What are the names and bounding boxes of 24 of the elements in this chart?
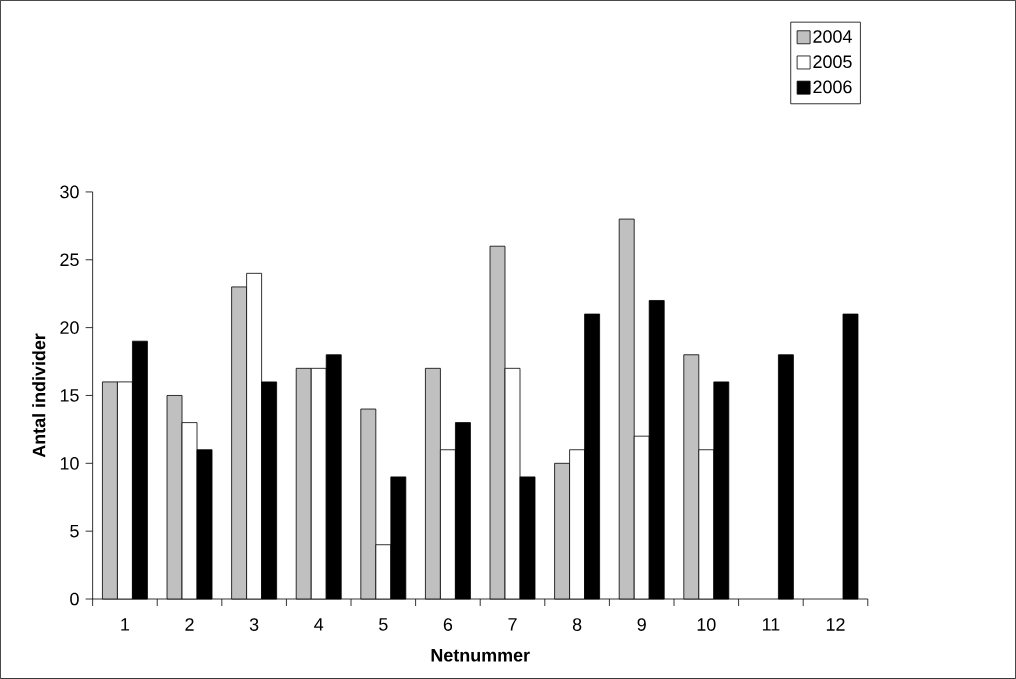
- x-tick-label: 2: [185, 618, 194, 631]
- x-axis-title: Netnummer: [431, 649, 530, 662]
- y-tick-label: 20: [60, 321, 79, 334]
- legend-label: 2006: [813, 80, 852, 94]
- y-tick-label: 10: [60, 456, 79, 470]
- y-tick-label: 25: [60, 253, 79, 267]
- x-tick-label: 5: [379, 618, 388, 631]
- x-tick-label: 9: [637, 618, 646, 631]
- x-tick-label: 6: [443, 618, 453, 631]
- x-tick-label: 10: [697, 618, 716, 631]
- legend-label: 2005: [813, 55, 852, 69]
- x-tick-label: 3: [249, 618, 259, 631]
- y-axis-title: Antal individer: [32, 333, 46, 458]
- x-tick-label: 11: [762, 618, 780, 631]
- x-tick-label: 12: [826, 618, 845, 631]
- x-tick-label: 4: [314, 618, 324, 631]
- x-tick-label: 1: [121, 618, 130, 631]
- y-tick-label: 5: [70, 524, 79, 538]
- x-tick-label: 7: [508, 618, 517, 631]
- legend-label: 2004: [813, 30, 852, 43]
- x-tick-label: 8: [572, 618, 582, 631]
- y-tick-label: 15: [60, 389, 79, 402]
- y-tick-label: 0: [70, 592, 79, 606]
- y-tick-label: 30: [60, 185, 79, 199]
